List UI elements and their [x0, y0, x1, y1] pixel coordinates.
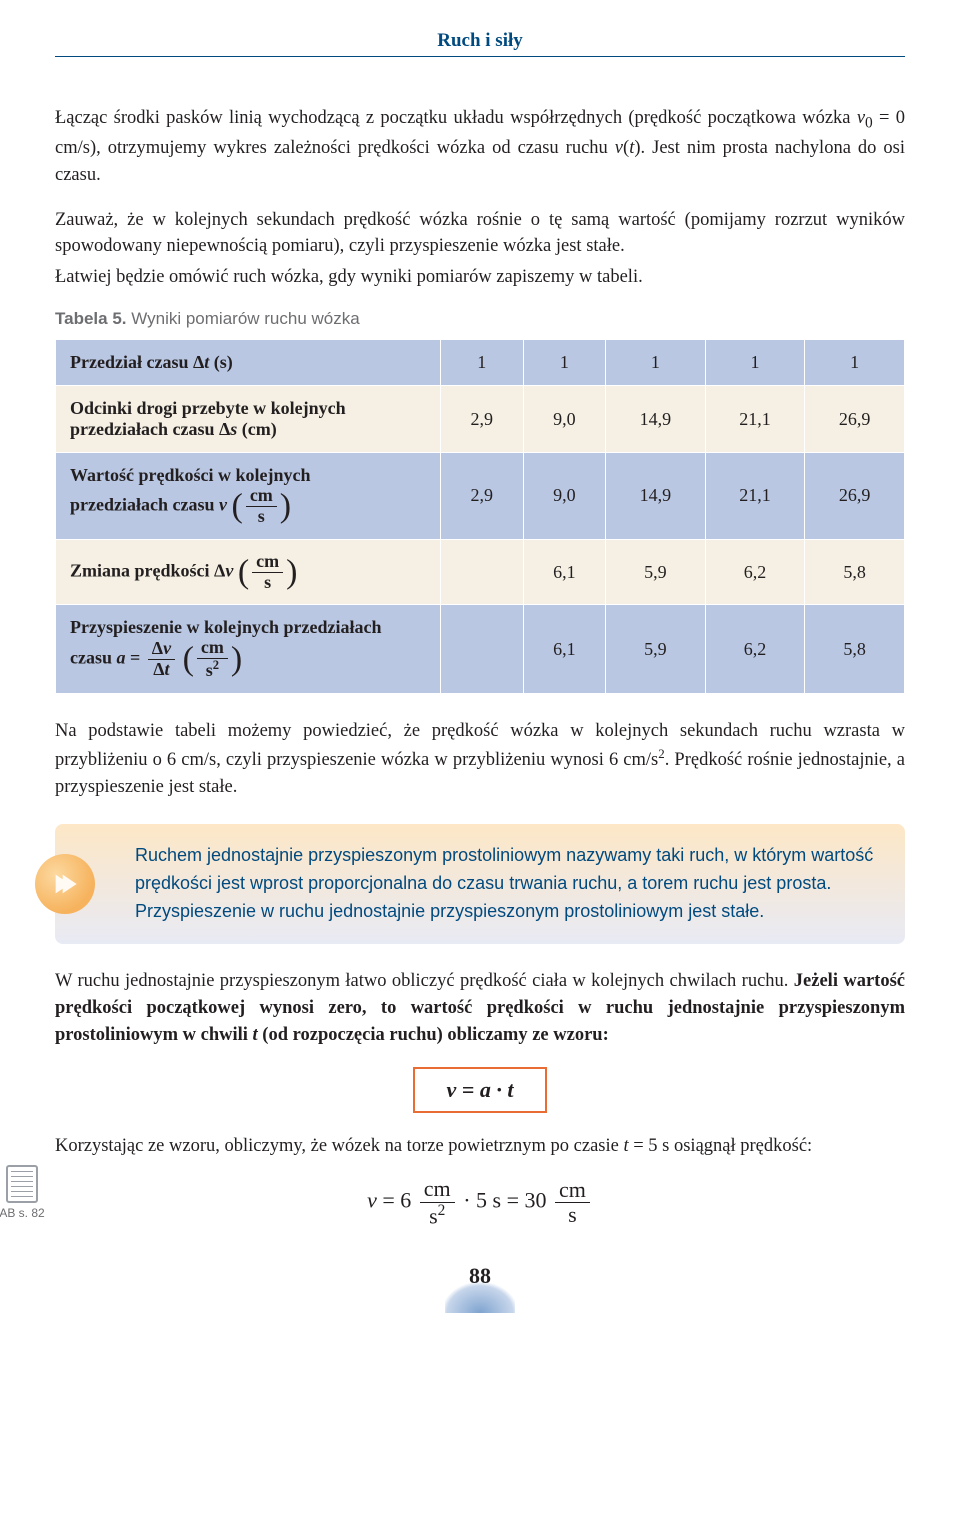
eq-res: 30	[525, 1188, 547, 1213]
cell: 14,9	[606, 453, 706, 540]
table-row: Odcinki drogi przebyte w kolejnych przed…	[56, 386, 905, 453]
definition-box: Ruchem jednostajnie przyspieszonym prost…	[55, 824, 905, 944]
eq-u2b: s	[555, 1203, 590, 1227]
p5-intro: W ruchu jednostajnie przyspieszonym łatw…	[55, 971, 794, 991]
cell: 2,9	[441, 386, 524, 453]
paragraph-6: Korzystając ze wzoru, obliczymy, że wóze…	[55, 1133, 905, 1160]
cell: 6,2	[705, 539, 805, 605]
table-row: Zmiana prędkości Δv (cms) 6,1 5,9 6,2 5,…	[56, 539, 905, 605]
cell: 9,0	[523, 386, 606, 453]
cell: 5,8	[805, 539, 905, 605]
book-icon	[6, 1165, 38, 1203]
eq-t: 5 s	[476, 1188, 501, 1213]
row-label: Wartość prędkości w kolejnychprzedziałac…	[56, 453, 441, 540]
row-label: Przedział czasu Δt (s)	[56, 340, 441, 386]
cell	[441, 539, 524, 605]
header-title: Ruch i siły	[437, 30, 523, 51]
table-row: Przyspieszenie w kolejnych przedziałach …	[56, 605, 905, 694]
cell: 6,1	[523, 539, 606, 605]
formula-box: v = a · t	[413, 1067, 547, 1113]
definition-text: Ruchem jednostajnie przyspieszonym prost…	[135, 845, 873, 921]
eq-a: 6	[400, 1188, 411, 1213]
cell: 5,9	[606, 539, 706, 605]
table-caption: Tabela 5. Wyniki pomiarów ruchu wózka	[55, 309, 905, 329]
page-number-wrap: 88	[55, 1258, 905, 1313]
table-caption-num: Tabela 5.	[55, 309, 127, 328]
cell: 9,0	[523, 453, 606, 540]
row-label: Odcinki drogi przebyte w kolejnych przed…	[56, 386, 441, 453]
row-label: Zmiana prędkości Δv (cms)	[56, 539, 441, 605]
paragraph-2: Zauważ, że w kolejnych sekundach prędkoś…	[55, 207, 905, 261]
paragraph-3: Łatwiej będzie omówić ruch wózka, gdy wy…	[55, 264, 905, 291]
cell: 21,1	[705, 453, 805, 540]
table-row: Przedział czasu Δt (s) 1 1 1 1 1	[56, 340, 905, 386]
eq-u1t: cm	[420, 1177, 455, 1202]
cell: 5,9	[606, 605, 706, 694]
paragraph-1: Łącząc środki pasków linią wychodzącą z …	[55, 105, 905, 189]
cell: 26,9	[805, 386, 905, 453]
paragraph-5: W ruchu jednostajnie przyspieszonym łatw…	[55, 968, 905, 1048]
data-table: Przedział czasu Δt (s) 1 1 1 1 1 Odcinki…	[55, 339, 905, 694]
cell: 5,8	[805, 605, 905, 694]
paragraph-4: Na podstawie tabeli możemy powiedzieć, ż…	[55, 718, 905, 801]
cell: 26,9	[805, 453, 905, 540]
cell: 1	[441, 340, 524, 386]
header-rule	[55, 56, 905, 57]
margin-note-text: AB s. 82	[0, 1206, 45, 1220]
cell: 21,1	[705, 386, 805, 453]
page-number: 88	[445, 1258, 515, 1313]
cell: 6,1	[523, 605, 606, 694]
calc-equation: v = 6 cms2 · 5 s = 30 cms	[55, 1177, 905, 1228]
arrow-icon	[35, 854, 95, 914]
page-header: Ruch i siły	[55, 30, 905, 65]
cell	[441, 605, 524, 694]
table-caption-text: Wyniki pomiarów ruchu wózka	[127, 309, 360, 328]
table-row: Wartość prędkości w kolejnychprzedziałac…	[56, 453, 905, 540]
cell: 2,9	[441, 453, 524, 540]
margin-note: AB s. 82	[0, 1165, 46, 1220]
cell: 1	[805, 340, 905, 386]
cell: 1	[606, 340, 706, 386]
row-label: Przyspieszenie w kolejnych przedziałach …	[56, 605, 441, 694]
cell: 6,2	[705, 605, 805, 694]
eq-u2t: cm	[555, 1178, 590, 1203]
cell: 1	[523, 340, 606, 386]
cell: 1	[705, 340, 805, 386]
cell: 14,9	[606, 386, 706, 453]
